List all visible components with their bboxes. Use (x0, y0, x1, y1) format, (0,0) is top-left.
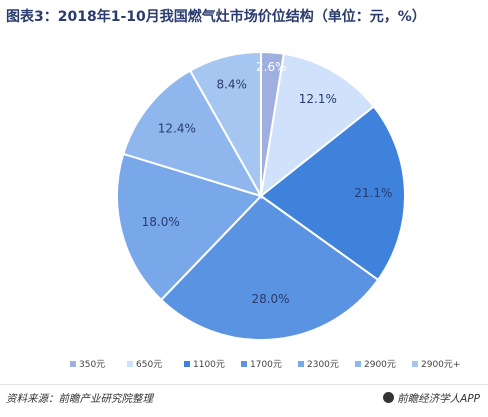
legend-swatch-5 (355, 361, 361, 367)
pie-slice-3 (159, 194, 380, 341)
pie-slice-6 (188, 50, 262, 200)
slice-label-2: 21.1% (354, 186, 392, 200)
legend-swatch-6 (412, 361, 418, 367)
source-note: 资料来源：前瞻产业研究院整理 (6, 393, 153, 405)
legend-label-5: 2900元 (364, 360, 396, 370)
chart-title: 图表3：2018年1-10月我国燃气灶市场价位结构（单位：元，%） (6, 9, 426, 25)
slice-label-0: 2.6% (256, 60, 287, 74)
pie-slice-2 (259, 105, 406, 282)
legend-label-3: 1700元 (250, 360, 282, 370)
brand-name: 前瞻经济学人APP (397, 393, 480, 405)
pie-slice-4 (116, 152, 263, 302)
legend-label-1: 650元 (136, 360, 162, 370)
slice-label-6: 8.4% (216, 78, 247, 92)
legend-label-0: 350元 (79, 360, 105, 370)
slice-label-3: 28.0% (251, 292, 289, 306)
legend-swatch-0 (70, 361, 76, 367)
legend-swatch-3 (241, 361, 247, 367)
brand-credit: 前瞻经济学人APP (383, 391, 480, 406)
footer-bar: 资料来源：前瞻产业研究院整理 前瞻经济学人APP (0, 384, 488, 409)
pie-slice-5 (122, 69, 264, 198)
slice-label-4: 18.0% (142, 215, 180, 229)
legend-swatch-1 (127, 361, 133, 367)
legend-label-4: 2300元 (307, 360, 339, 370)
brand-logo-icon (383, 392, 395, 403)
slice-label-5: 12.4% (158, 121, 196, 135)
pie-slice-1 (259, 52, 376, 199)
legend-label-2: 1100元 (193, 360, 225, 370)
legend-swatch-2 (184, 361, 190, 367)
legend-label-6: 2900元+ (421, 360, 460, 370)
legend-swatch-4 (298, 361, 304, 367)
slice-label-1: 12.1% (299, 92, 337, 106)
